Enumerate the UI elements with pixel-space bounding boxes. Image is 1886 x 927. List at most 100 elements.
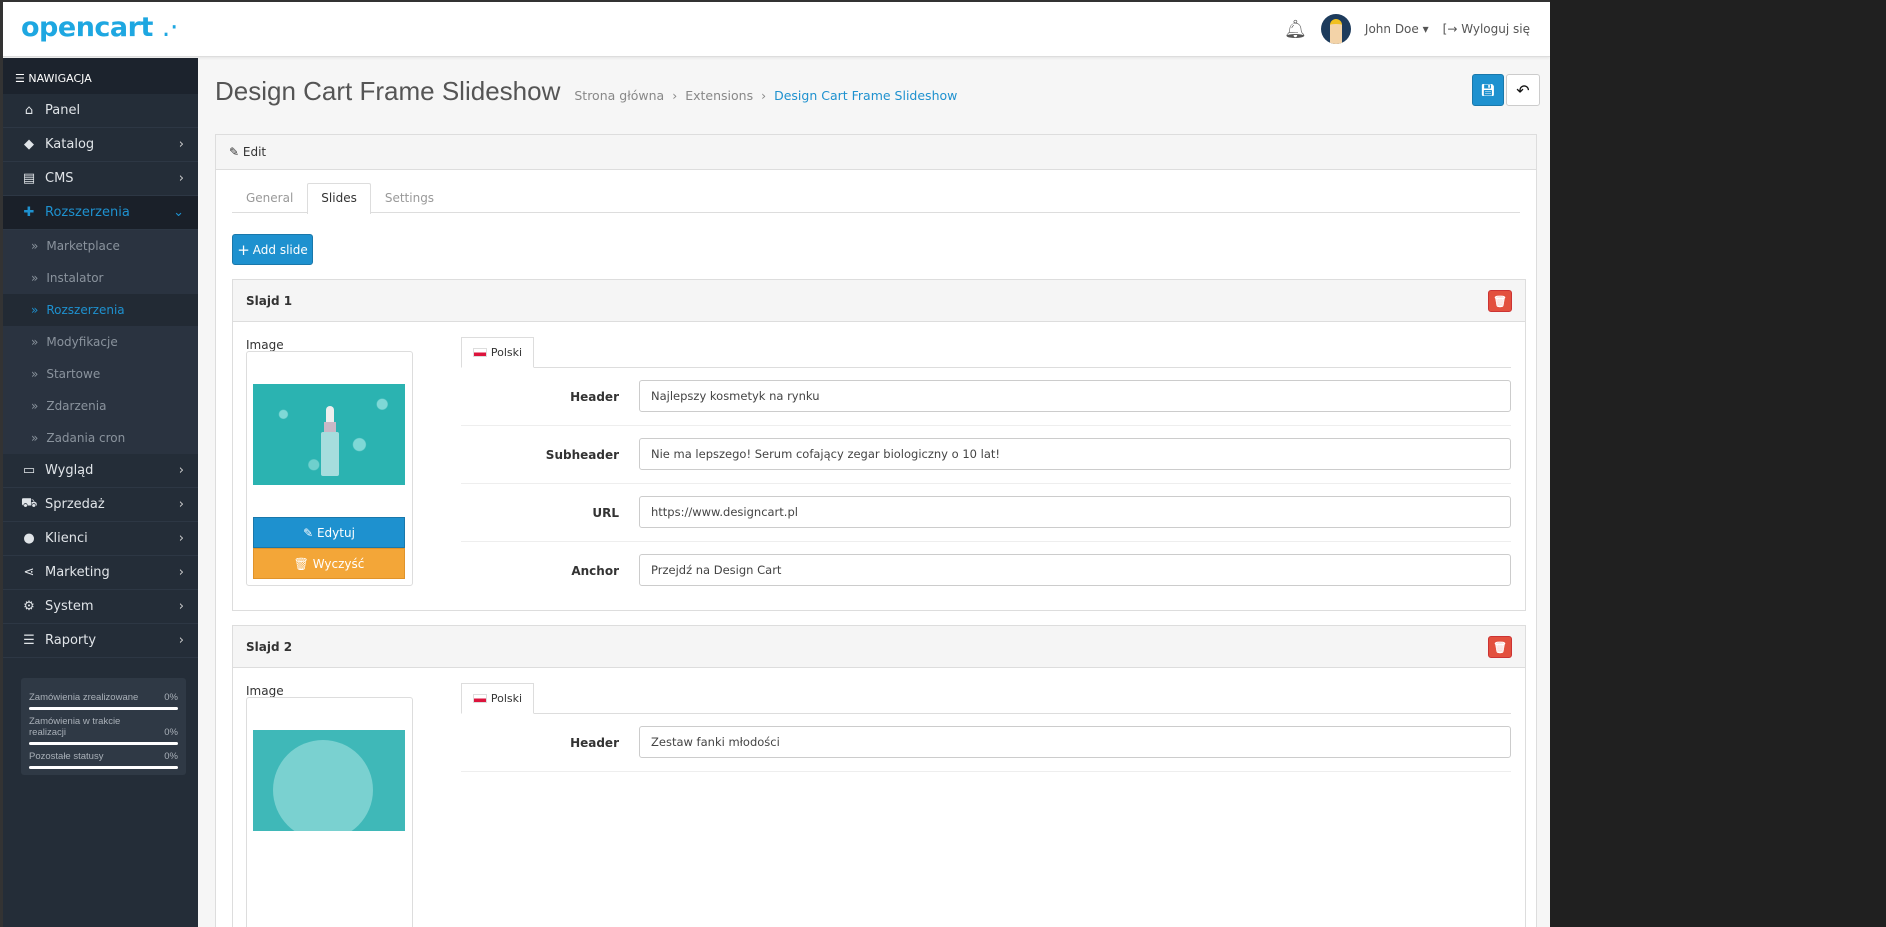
slide-title: Slajd 2 (246, 640, 293, 654)
chevron-down-icon: ⌄ (173, 205, 184, 220)
opencart-logo[interactable]: opencart .· (21, 12, 178, 43)
header-input[interactable]: Najlepszy kosmetyk na rynku (639, 380, 1511, 412)
avatar[interactable] (1320, 14, 1351, 44)
tag-icon: ◆ (24, 137, 34, 152)
chevron-right-icon: › (178, 137, 184, 152)
chart-icon: ☰ (23, 633, 35, 648)
sidebar: ☰ NAWIGACJA ⌂ Panel ◆ Katalog › ▤ CMS › ✚ Rozs… (3, 58, 198, 927)
title-row: Design Cart Frame Slideshow Strona główn… (215, 76, 1330, 107)
double-chevron-icon: » (31, 399, 39, 413)
breadcrumb-separator: › (761, 88, 767, 103)
save-button[interactable]: 💾︎ (1472, 74, 1504, 106)
field-label: Subheader (545, 448, 619, 462)
save-icon: 💾︎ (1480, 83, 1496, 97)
sidebar-item-marketing[interactable]: ⋖ Marketing › (3, 556, 198, 590)
stat-progress-bar (29, 766, 178, 769)
header-input[interactable]: Zestaw fanki młodości (639, 726, 1511, 758)
order-stats: Zamówienia zrealizowane 0% Zamówienia w t… (21, 678, 186, 775)
breadcrumb-extensions[interactable]: Extensions (685, 88, 754, 103)
field-row-header: Header Zestaw fanki młodości (461, 714, 1511, 772)
pencil-icon: ✎ (303, 525, 314, 540)
double-chevron-icon: » (31, 367, 39, 381)
field-row-anchor: Anchor Przejdź na Design Cart (461, 542, 1511, 600)
delete-slide-button[interactable]: 🗑︎ (1488, 290, 1512, 312)
edit-image-button[interactable]: ✎ Edytuj (253, 517, 405, 548)
sidebar-item-panel[interactable]: ⌂ Panel (3, 94, 198, 128)
chevron-right-icon: › (178, 463, 184, 478)
stat-value: 0% (164, 751, 178, 762)
sidebar-item-klienci[interactable]: ● Klienci › (3, 522, 198, 556)
trash-icon: 🗑︎ (1493, 294, 1507, 308)
image-thumbnail[interactable]: ✎ Edytuj 🗑︎ Wyczyść (246, 351, 413, 586)
sidebar-item-rozszerzenia[interactable]: ✚ Rozszerzenia ⌄ (3, 196, 198, 230)
double-chevron-icon: » (31, 431, 39, 445)
double-chevron-icon: » (31, 271, 39, 285)
top-header: opencart .· 🔔︎ John Doe ▾ [→ Wyloguj się (3, 2, 1550, 57)
trash-icon: 🗑︎ (1493, 640, 1507, 654)
chevron-right-icon: › (178, 599, 184, 614)
submenu-zadania-cron[interactable]: » Zadania cron (3, 422, 198, 454)
double-chevron-icon: » (31, 303, 39, 317)
submenu-instalator[interactable]: » Instalator (3, 262, 198, 294)
gear-icon: ⚙ (23, 599, 35, 614)
home-icon: ⌂ (24, 103, 34, 118)
url-input[interactable]: https://www.designcart.pl (639, 496, 1511, 528)
sidebar-item-raporty[interactable]: ☰ Raporty › (3, 624, 198, 658)
anchor-input[interactable]: Przejdź na Design Cart (639, 554, 1511, 586)
edit-panel: ✎ Edit General Slides Settings + Add slid… (215, 134, 1537, 927)
page-title: Design Cart Frame Slideshow (215, 76, 561, 106)
chevron-right-icon: › (178, 497, 184, 512)
stat-progress-bar (29, 742, 178, 745)
poland-flag-icon (472, 694, 487, 703)
newspaper-icon: ▤ (22, 171, 36, 186)
submenu-modyfikacje[interactable]: » Modyfikacje (3, 326, 198, 358)
image-thumbnail[interactable] (246, 697, 413, 927)
reply-icon: ↶ (1516, 80, 1530, 100)
subheader-input[interactable]: Nie ma lepszego! Serum cofający zegar bi… (639, 438, 1511, 470)
sidebar-item-sprzedaz[interactable]: ⛟ Sprzedaż › (3, 488, 198, 522)
stat-label: Pozostałe statusy (29, 751, 104, 762)
breadcrumb-current[interactable]: Design Cart Frame Slideshow (774, 88, 958, 103)
puzzle-icon: ✚ (23, 205, 35, 220)
logout-link[interactable]: [→ Wyloguj się (1442, 22, 1530, 36)
trash-icon: 🗑︎ (293, 556, 309, 571)
field-label: URL (592, 506, 619, 520)
tab-settings[interactable]: Settings (384, 191, 435, 205)
user-icon: ● (23, 531, 35, 546)
delete-slide-button[interactable]: 🗑︎ (1488, 636, 1512, 658)
slide-panel-1: Slajd 1 🗑︎ Image ✎ Edytuj 🗑︎ Wyczyść Pols… (232, 279, 1526, 611)
submenu-rozszerzenia[interactable]: » Rozszerzenia (3, 294, 198, 326)
stat-progress-bar (29, 707, 178, 710)
submenu-marketplace[interactable]: » Marketplace (3, 230, 198, 262)
sidebar-item-wyglad[interactable]: ▭ Wygląd › (3, 454, 198, 488)
sidebar-item-cms[interactable]: ▤ CMS › (3, 162, 198, 196)
back-button[interactable]: ↶ (1506, 74, 1540, 106)
add-slide-button[interactable]: + Add slide (232, 234, 313, 265)
chevron-right-icon: › (178, 565, 184, 580)
clear-image-button[interactable]: 🗑︎ Wyczyść (253, 548, 405, 579)
tab-slides[interactable]: Slides (307, 183, 371, 214)
stat-value: 0% (164, 692, 178, 703)
submenu-zdarzenia[interactable]: » Zdarzenia (3, 390, 198, 422)
field-row-header: Header Najlepszy kosmetyk na rynku (461, 368, 1511, 426)
panel-heading: ✎ Edit (216, 135, 1536, 170)
breadcrumb: Strona główna › Extensions › Design Cart F… (574, 88, 957, 103)
field-label: Anchor (571, 564, 619, 578)
user-menu[interactable]: John Doe ▾ (1364, 22, 1429, 36)
field-row-url: URL https://www.designcart.pl (461, 484, 1511, 542)
sidebar-item-system[interactable]: ⚙ System › (3, 590, 198, 624)
image-label: Image (246, 338, 284, 352)
submenu-startowe[interactable]: » Startowe (3, 358, 198, 390)
cart-icon: ⛟ (21, 496, 38, 511)
slide-image (253, 730, 405, 831)
breadcrumb-home[interactable]: Strona główna (574, 88, 665, 103)
adjacent-window-strip (1550, 0, 1886, 927)
tab-general[interactable]: General (246, 191, 294, 205)
chevron-right-icon: › (178, 633, 184, 648)
chevron-right-icon: › (178, 531, 184, 546)
language-tab-polski[interactable]: Polski (461, 683, 534, 714)
language-tab-polski[interactable]: Polski (461, 337, 534, 368)
field-label: Header (570, 736, 619, 750)
bell-icon[interactable]: 🔔︎ (1284, 18, 1307, 40)
sidebar-item-katalog[interactable]: ◆ Katalog › (3, 128, 198, 162)
